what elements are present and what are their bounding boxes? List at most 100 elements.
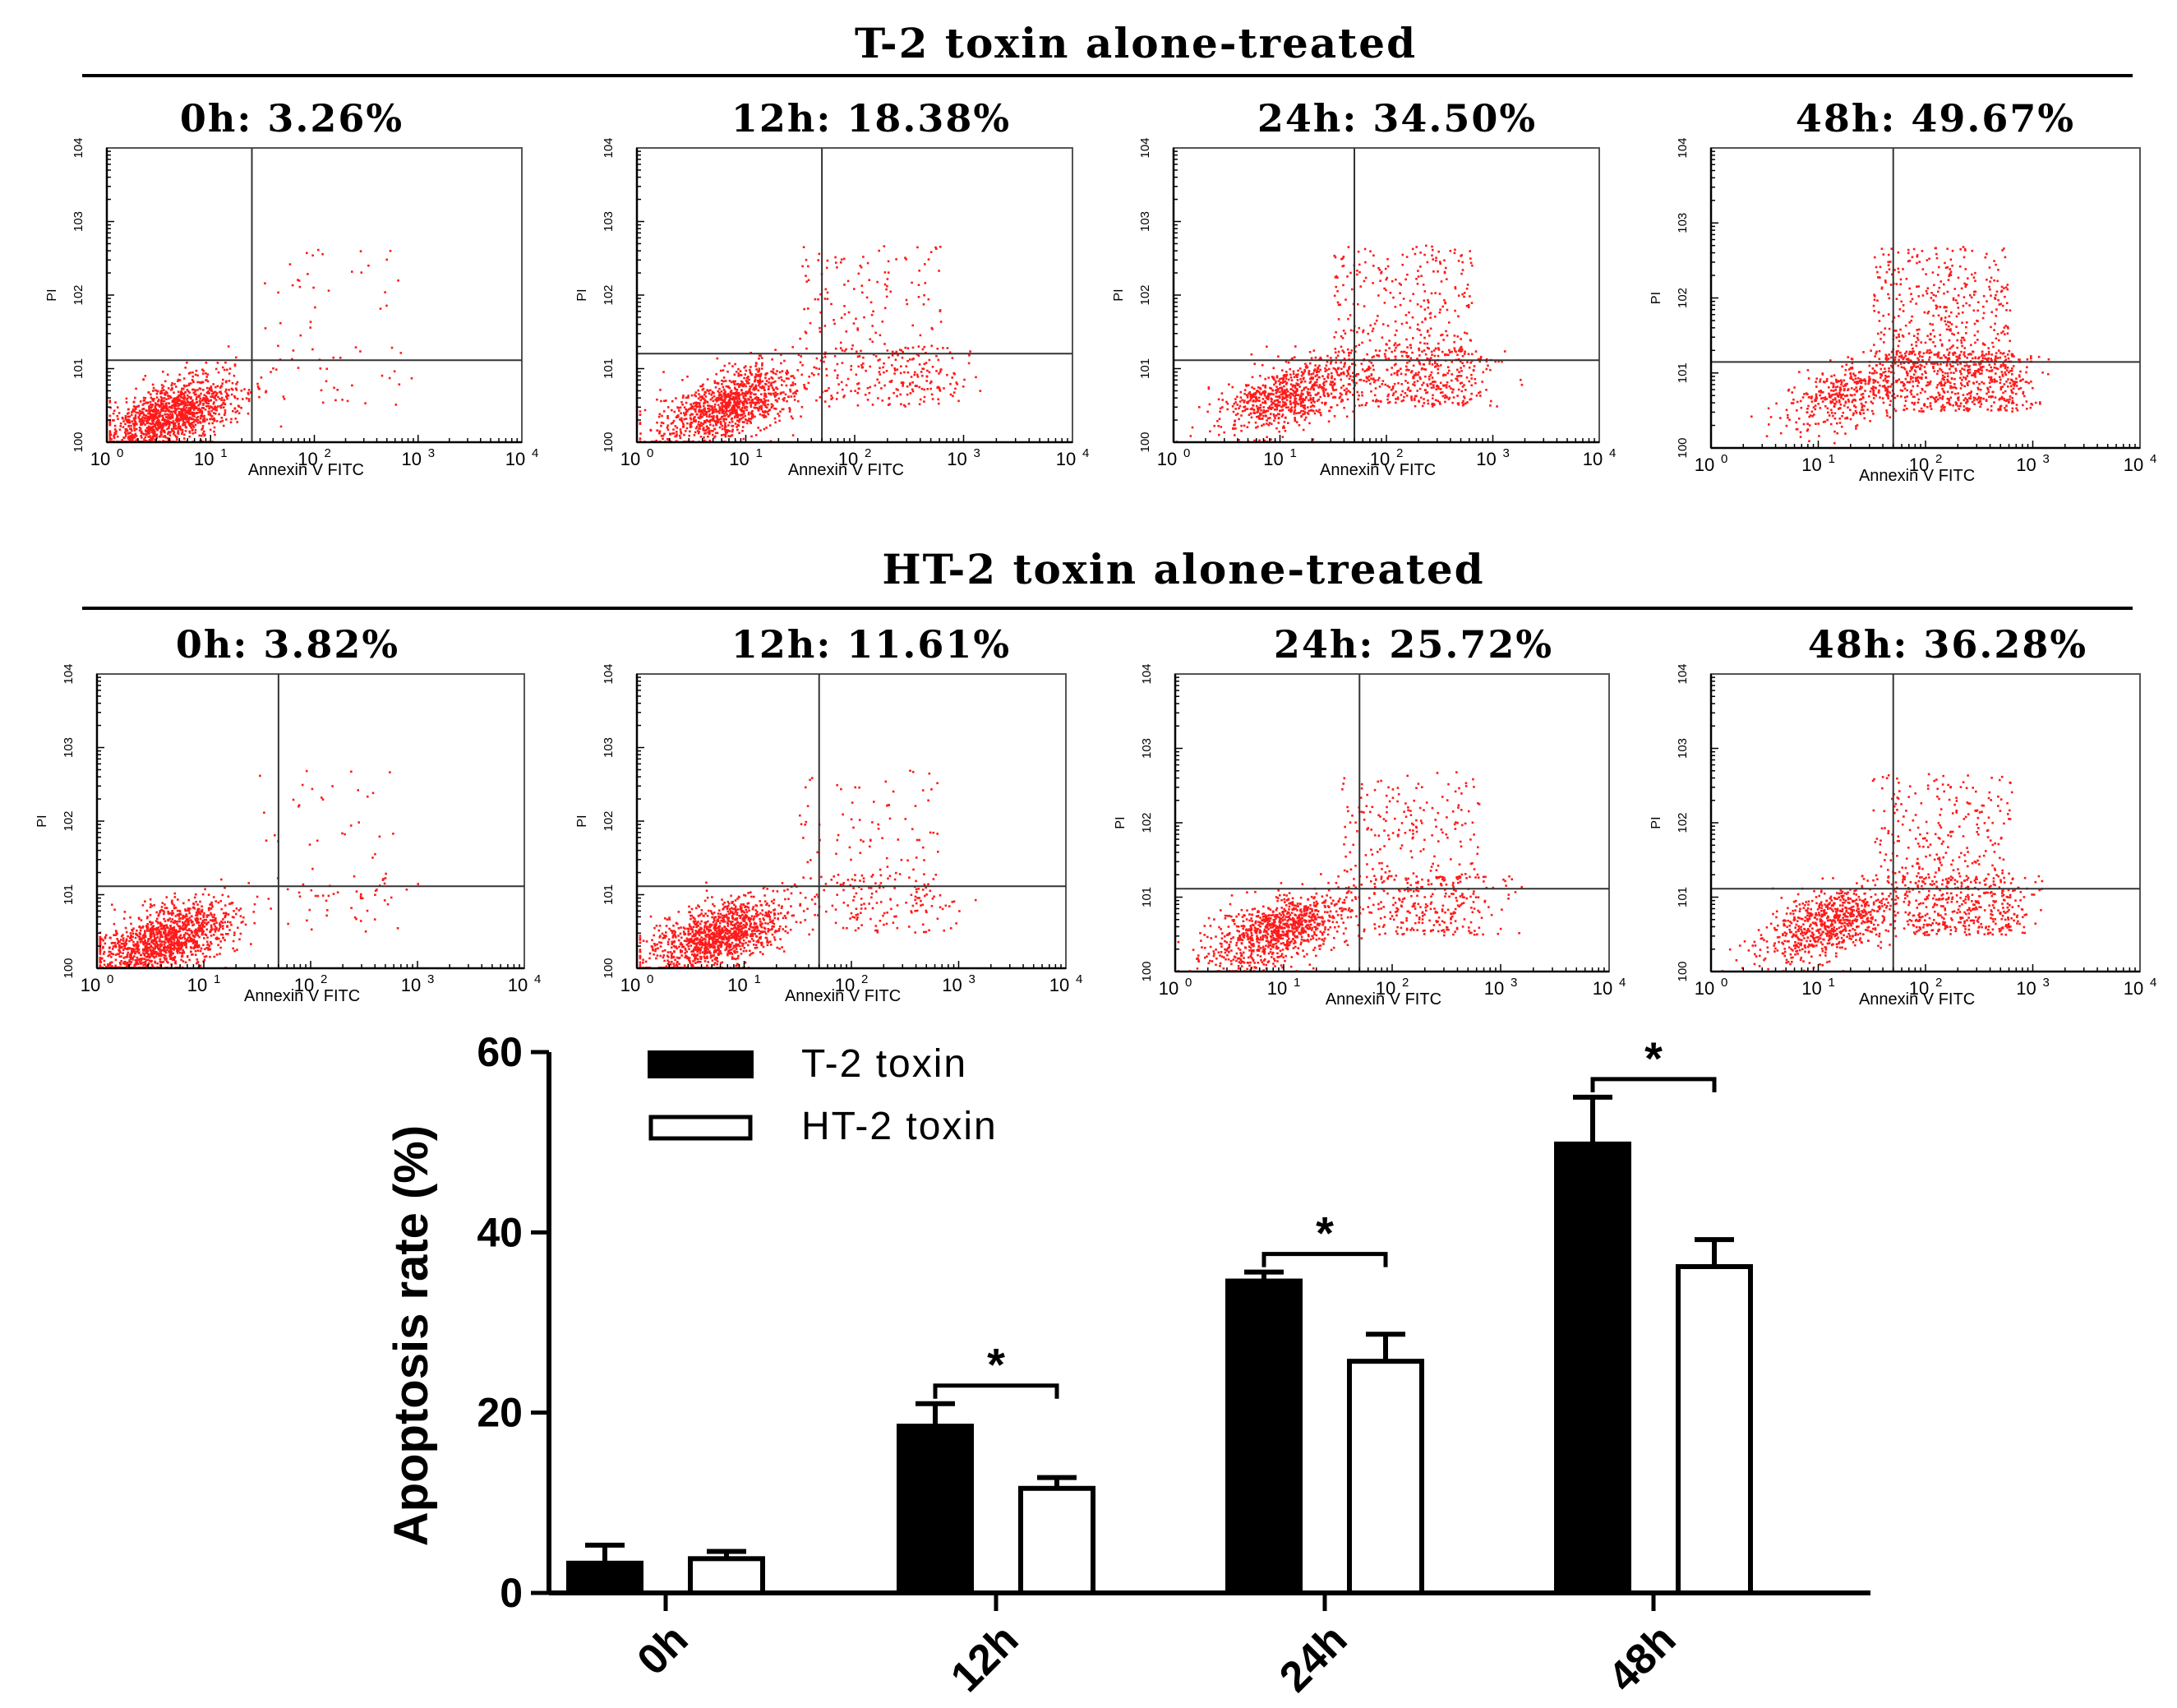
flow-point	[333, 386, 335, 390]
flow-point	[1432, 349, 1436, 352]
flow-point	[717, 410, 720, 413]
flow-point	[1418, 347, 1420, 350]
flow-point	[736, 388, 739, 391]
flow-point	[639, 413, 642, 416]
flow-y-axis-label: PI	[45, 289, 59, 301]
flow-point	[732, 407, 735, 409]
flow-point	[1273, 414, 1275, 418]
flow-point	[1931, 271, 1935, 274]
flow-point	[1478, 391, 1480, 395]
flow-point	[1380, 400, 1382, 403]
flow-point	[721, 407, 724, 409]
flow-point	[1279, 409, 1281, 413]
flow-point	[1372, 282, 1374, 284]
flow-point	[1463, 292, 1466, 294]
flow-point	[1461, 293, 1464, 296]
flow-point	[225, 388, 228, 391]
flow-point	[219, 406, 223, 409]
flow-point	[731, 424, 733, 427]
flow-point	[1888, 367, 1890, 370]
flow-point	[134, 407, 136, 409]
flow-point	[1341, 337, 1344, 339]
flow-point	[1448, 385, 1451, 388]
flow-point	[1409, 344, 1412, 347]
flow-point	[191, 432, 195, 435]
flow-point	[192, 413, 196, 416]
flow-point	[351, 270, 353, 273]
flow-point	[176, 438, 178, 441]
flow-point	[236, 381, 239, 384]
flow-point	[777, 413, 779, 415]
flow-point	[297, 279, 299, 281]
flow-point	[182, 398, 186, 400]
flow-point	[174, 435, 178, 438]
flow-point	[1386, 398, 1389, 401]
flow-point	[794, 383, 796, 385]
flow-point	[321, 401, 325, 404]
flow-point	[162, 404, 165, 407]
flow-point	[1273, 399, 1276, 402]
flow-point	[957, 399, 960, 403]
flow-point	[1405, 369, 1408, 372]
flow-point	[785, 384, 788, 387]
flow-point	[169, 389, 173, 391]
flow-point	[698, 410, 700, 413]
flow-point	[1232, 410, 1235, 413]
flow-point	[907, 403, 911, 405]
flow-x-tick-exponent: 1	[220, 446, 227, 460]
flow-point	[850, 390, 852, 393]
flow-point	[741, 407, 744, 409]
flow-point	[203, 396, 205, 399]
flow-point	[699, 409, 703, 412]
flow-point	[168, 425, 170, 428]
flow-point	[1275, 404, 1279, 406]
flow-point	[265, 391, 267, 394]
flow-point	[214, 413, 217, 415]
flow-point	[135, 387, 137, 390]
flow-point	[167, 439, 170, 442]
flow-point	[2000, 397, 2003, 400]
flow-point	[1906, 408, 1908, 410]
flow-point	[1274, 381, 1277, 384]
flow-point	[1393, 382, 1396, 385]
flow-point	[1236, 413, 1239, 415]
flow-point	[1271, 376, 1274, 378]
flow-point	[1999, 356, 2002, 359]
flow-point	[823, 360, 825, 363]
flow-point	[141, 408, 144, 411]
flow-point	[1266, 417, 1270, 420]
flow-point	[699, 399, 702, 402]
flow-point	[761, 380, 764, 383]
flow-point	[1898, 315, 1900, 317]
flow-point	[1418, 376, 1421, 379]
flow-point	[1317, 392, 1320, 395]
flow-point	[1352, 410, 1354, 413]
flow-point	[734, 362, 736, 366]
flow-point	[1460, 360, 1462, 363]
flow-point	[1394, 320, 1397, 323]
flow-point	[238, 412, 241, 415]
flow-point	[1926, 406, 1929, 409]
flow-point	[247, 399, 251, 403]
flow-point	[1264, 410, 1267, 413]
flow-point	[708, 432, 711, 436]
flow-point	[175, 413, 178, 417]
flow-point	[824, 288, 828, 291]
flow-point	[1356, 373, 1358, 376]
flow-point	[1400, 350, 1403, 353]
flow-point	[698, 403, 701, 405]
flow-point	[182, 400, 185, 403]
flow-point	[1392, 392, 1395, 395]
flow-point	[1308, 422, 1311, 425]
flow-point	[1313, 400, 1316, 404]
flow-point	[201, 399, 204, 402]
flow-point	[1262, 390, 1265, 393]
flow-point	[742, 410, 745, 413]
flow-point	[1964, 285, 1967, 289]
flow-point	[728, 421, 731, 424]
flow-point	[774, 399, 777, 402]
flow-point	[790, 415, 793, 418]
flow-point	[2013, 355, 2015, 358]
flow-point	[979, 390, 982, 392]
flow-point	[722, 433, 726, 436]
